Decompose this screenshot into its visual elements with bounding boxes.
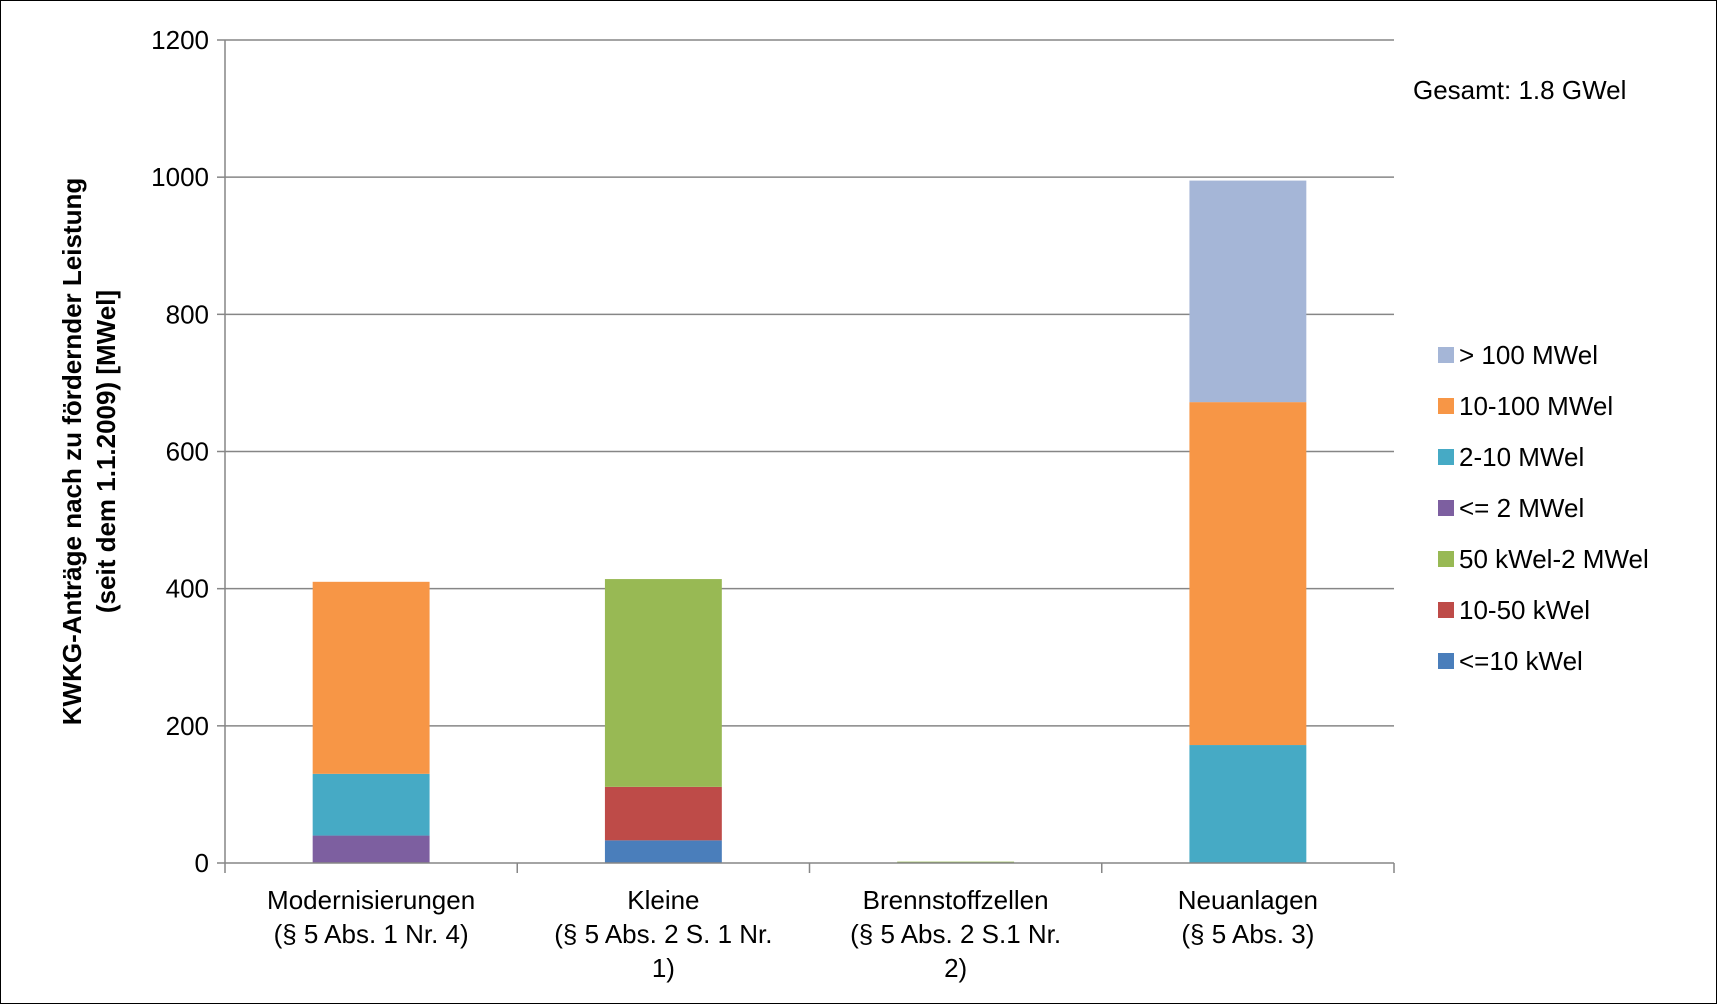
x-category-labels: Modernisierungen (§ 5 Abs. 1 Nr. 4) Kleine… [267,885,1318,983]
legend-swatch [1438,449,1454,465]
y-tick-label: 0 [195,848,209,878]
legend-swatch [1438,398,1454,414]
axes [224,40,1395,873]
legend-swatch [1438,551,1454,567]
bar-segment [312,581,430,774]
x-category-label: Neuanlagen [1178,885,1318,915]
x-category-label: Kleine [627,885,699,915]
bar-segment [604,579,722,787]
y-axis-title: KWKG-Anträge nach zu fördernder Leistung… [57,178,121,725]
legend-label: <=10 kWel [1459,646,1583,676]
bar-segment [312,773,430,836]
y-axis-title-line: KWKG-Anträge nach zu fördernder Leistung [57,178,87,725]
bar-segment [312,835,430,863]
legend-swatch [1438,500,1454,516]
y-tick-label: 400 [166,574,209,604]
x-category-label: Brennstoffzellen [863,885,1049,915]
legend-swatch [1438,602,1454,618]
bars [312,180,1307,863]
y-tick-label: 800 [166,299,209,329]
bar-segment [604,786,722,841]
legend-label: > 100 MWel [1459,340,1598,370]
y-tick-label: 200 [166,711,209,741]
total-annotation: Gesamt: 1.8 GWel [1413,75,1626,105]
y-axis-label: KWKG-Anträge nach zu fördernder Leistung… [57,178,121,725]
x-category-label: 1) [652,953,675,983]
legend-label: 10-50 kWel [1459,595,1590,625]
legend-label: 10-100 MWel [1459,391,1613,421]
legend-label: <= 2 MWel [1459,493,1584,523]
legend-swatch [1438,347,1454,363]
legend: > 100 MWel 10-100 MWel 2-10 MWel <= 2 MWel 5… [1438,340,1649,676]
legend-label: 2-10 MWel [1459,442,1584,472]
y-tick-label: 1000 [151,162,209,192]
x-category-label: (§ 5 Abs. 2 S.1 Nr. [850,919,1061,949]
bar-segment [1189,180,1307,403]
bar-segment [1189,402,1307,746]
y-tick-label: 600 [166,437,209,467]
legend-label: 50 kWel-2 MWel [1459,544,1649,574]
x-category-label: (§ 5 Abs. 1 Nr. 4) [274,919,469,949]
x-category-label: Modernisierungen [267,885,475,915]
bar-segment [604,840,722,863]
bar-segment [1189,745,1307,863]
y-tick-labels: 0 200 400 600 800 1000 1200 [151,25,209,878]
x-category-label: (§ 5 Abs. 2 S. 1 Nr. [554,919,772,949]
legend-swatch [1438,653,1454,669]
x-category-label: (§ 5 Abs. 3) [1181,919,1314,949]
y-tick-label: 1200 [151,25,209,55]
x-category-label: 2) [944,953,967,983]
y-axis-title-line: (seit dem 1.1.2009) [MWel] [91,290,121,613]
